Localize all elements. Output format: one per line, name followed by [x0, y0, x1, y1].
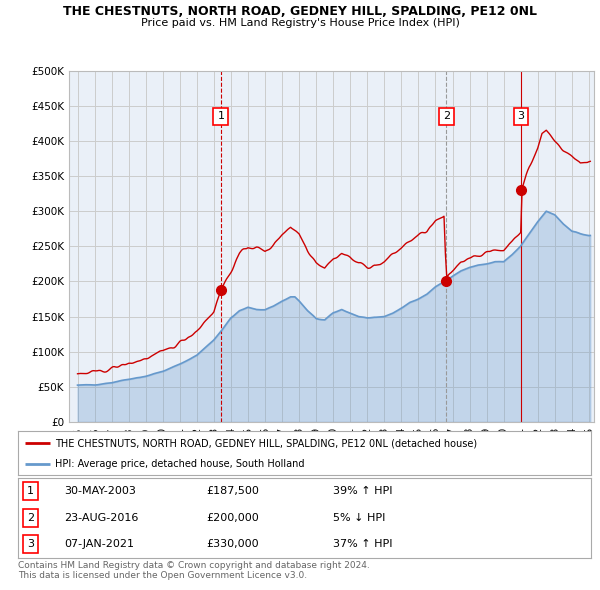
Text: Price paid vs. HM Land Registry's House Price Index (HPI): Price paid vs. HM Land Registry's House …: [140, 18, 460, 28]
Text: 3: 3: [518, 112, 524, 122]
Text: THE CHESTNUTS, NORTH ROAD, GEDNEY HILL, SPALDING, PE12 0NL: THE CHESTNUTS, NORTH ROAD, GEDNEY HILL, …: [63, 5, 537, 18]
Text: 39% ↑ HPI: 39% ↑ HPI: [333, 486, 392, 496]
Text: 2: 2: [27, 513, 34, 523]
Text: 2: 2: [443, 112, 450, 122]
Text: 5% ↓ HPI: 5% ↓ HPI: [333, 513, 386, 523]
Text: HPI: Average price, detached house, South Holland: HPI: Average price, detached house, Sout…: [55, 459, 305, 469]
Text: 37% ↑ HPI: 37% ↑ HPI: [333, 539, 392, 549]
Text: THE CHESTNUTS, NORTH ROAD, GEDNEY HILL, SPALDING, PE12 0NL (detached house): THE CHESTNUTS, NORTH ROAD, GEDNEY HILL, …: [55, 438, 478, 448]
Text: 3: 3: [27, 539, 34, 549]
Text: 23-AUG-2016: 23-AUG-2016: [64, 513, 138, 523]
Text: 07-JAN-2021: 07-JAN-2021: [64, 539, 134, 549]
Text: 1: 1: [27, 486, 34, 496]
Text: £200,000: £200,000: [206, 513, 259, 523]
Text: Contains HM Land Registry data © Crown copyright and database right 2024.
This d: Contains HM Land Registry data © Crown c…: [18, 560, 370, 580]
Text: £330,000: £330,000: [206, 539, 259, 549]
Text: £187,500: £187,500: [206, 486, 259, 496]
Text: 30-MAY-2003: 30-MAY-2003: [64, 486, 136, 496]
Text: 1: 1: [217, 112, 224, 122]
